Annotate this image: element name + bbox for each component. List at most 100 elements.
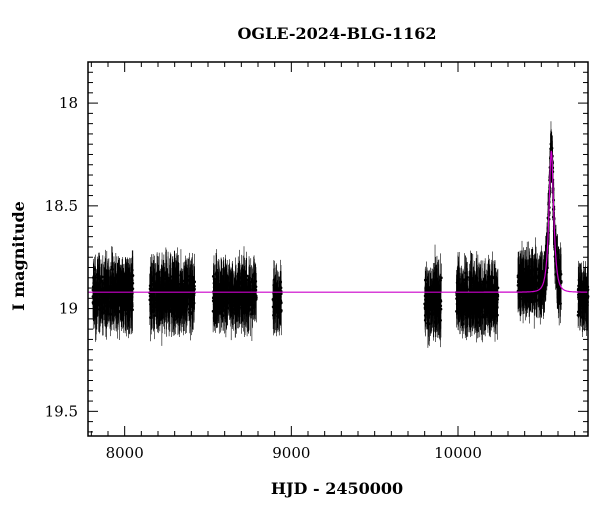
y-tick-label: 19.5 (45, 402, 78, 420)
data-point (156, 285, 160, 289)
x-tick-label: 8000 (106, 444, 144, 462)
data-point (456, 279, 460, 283)
data-point (487, 304, 490, 308)
data-point (579, 304, 583, 308)
data-point (174, 314, 177, 318)
data-point (184, 285, 188, 288)
data-point (221, 281, 225, 285)
data-point (488, 286, 492, 290)
data-point (490, 281, 493, 284)
data-point (456, 287, 460, 291)
data-point (431, 285, 435, 288)
data-point (108, 301, 112, 304)
data-point (215, 275, 219, 279)
data-point (215, 297, 219, 301)
data-point (113, 298, 117, 302)
data-point (230, 287, 234, 291)
data-point (533, 281, 537, 285)
season-group (271, 259, 283, 337)
y-tick-label: 18 (59, 94, 78, 112)
data-point (115, 294, 119, 298)
data-point (577, 297, 581, 301)
data-point (106, 296, 110, 300)
data-point (439, 279, 442, 282)
data-point (128, 286, 132, 290)
data-point (253, 294, 257, 298)
data-point (187, 278, 191, 282)
season-group (455, 250, 500, 343)
x-tick-label: 10000 (434, 444, 482, 462)
data-point (218, 297, 221, 301)
data-point (435, 314, 439, 317)
data-point (525, 283, 528, 287)
data-point (94, 309, 98, 313)
data-point (279, 280, 283, 284)
data-point (474, 304, 477, 308)
data-point (470, 300, 474, 304)
data-point (94, 276, 98, 279)
y-axis-label: I magnitude (9, 201, 28, 311)
data-point (123, 306, 127, 310)
data-point (462, 295, 466, 299)
data-point (468, 312, 472, 316)
data-point (423, 302, 427, 306)
data-point (222, 314, 225, 317)
data-point (182, 289, 186, 293)
data-point (238, 292, 241, 295)
data-point (279, 301, 283, 305)
data-point (103, 295, 106, 298)
data-point (164, 306, 167, 310)
data-point (214, 295, 218, 299)
data-point (93, 299, 97, 303)
data-point (166, 297, 170, 301)
data-point (430, 295, 434, 299)
data-point (118, 294, 122, 298)
data-point (424, 310, 428, 313)
data-point (492, 307, 495, 311)
season-group (91, 246, 135, 342)
data-point (232, 288, 236, 292)
data-point (539, 283, 542, 287)
data-point (150, 288, 154, 291)
data-point (248, 298, 252, 302)
data-point (236, 286, 240, 290)
y-tick-label: 18.5 (45, 197, 78, 215)
data-point (249, 280, 253, 284)
data-point (492, 314, 496, 318)
data-point (438, 320, 441, 324)
data-point (175, 280, 179, 284)
data-point (519, 283, 522, 287)
data-point (496, 294, 500, 298)
data-points-layer (91, 121, 590, 348)
data-point (189, 282, 193, 286)
data-point (190, 305, 194, 309)
data-point (559, 302, 562, 306)
data-point (184, 299, 188, 302)
data-point (120, 293, 124, 297)
data-point (254, 285, 258, 289)
data-point (171, 311, 175, 315)
data-point (496, 313, 499, 317)
data-point (276, 296, 280, 300)
data-point (278, 315, 281, 319)
data-point (576, 288, 580, 292)
chart-title: OGLE-2024-BLG-1162 (237, 24, 436, 43)
data-point (272, 303, 276, 307)
data-point (98, 299, 102, 303)
data-point (427, 316, 431, 319)
data-point (467, 292, 471, 296)
data-point (158, 304, 162, 307)
data-point (187, 302, 191, 306)
data-point (244, 287, 248, 290)
data-point (162, 297, 166, 301)
data-point (439, 307, 443, 311)
data-point (124, 274, 128, 277)
data-point (521, 284, 525, 288)
data-point (429, 312, 432, 316)
data-point (228, 295, 232, 299)
data-point (524, 271, 527, 274)
data-point (230, 310, 234, 314)
data-point (274, 282, 278, 285)
data-point (461, 303, 465, 306)
